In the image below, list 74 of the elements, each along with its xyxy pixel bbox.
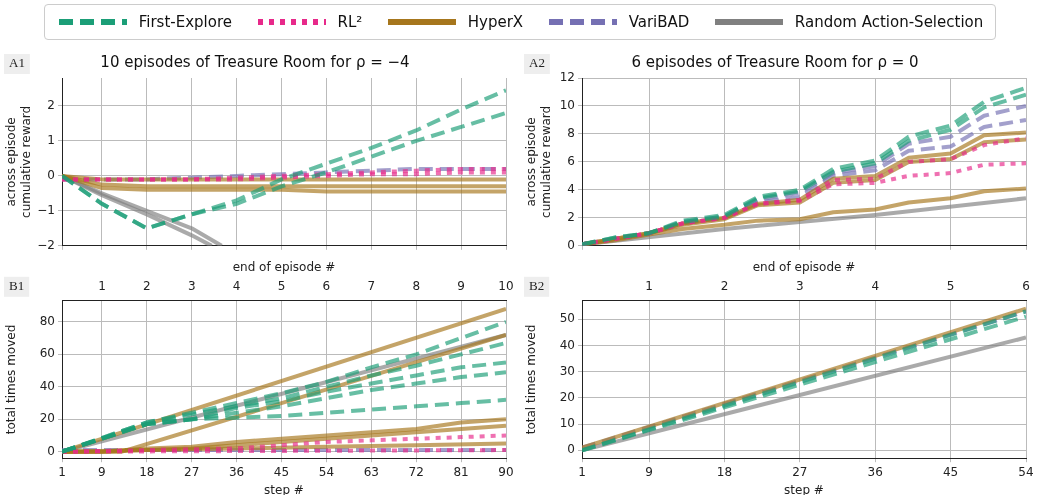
y-axis-title: across episode cumulative reward: [4, 105, 33, 218]
y-tick-label: 6: [567, 154, 575, 169]
x2-tick-label: 4: [232, 278, 241, 293]
y-tick-label: 10: [559, 98, 575, 113]
x-tick-label: 27: [792, 464, 808, 479]
y-tick-label: 20: [559, 389, 575, 404]
x2-tick-label: 1: [645, 278, 653, 293]
x-tick-label: 81: [453, 464, 469, 479]
y-tick-label: 2: [567, 209, 575, 224]
x2-tick-label: 5: [277, 278, 286, 293]
x-tick-label: 9: [645, 464, 653, 479]
x-tick-label: 63: [363, 464, 379, 479]
y-tick-label: 8: [567, 126, 575, 141]
y-tick-label: −1: [37, 202, 55, 217]
y-tick-label: 50: [559, 311, 575, 326]
x2-axis-title: end of episode #: [232, 260, 336, 275]
x-tick-label: 9: [98, 464, 106, 479]
legend-label: HyperX: [467, 13, 524, 31]
y-tick-label: 40: [559, 337, 575, 352]
x2-tick-label: 8: [412, 278, 421, 293]
y-tick-label: 12: [559, 70, 575, 85]
y-tick-label: 10: [559, 416, 575, 431]
y-tick-label: 80: [39, 314, 55, 329]
y-tick-label: 0: [47, 168, 55, 183]
y-tick-label: 1: [47, 133, 55, 148]
x2-tick-label: 3: [796, 278, 804, 293]
x2-tick-label: 4: [871, 278, 880, 293]
text: A2: [529, 55, 545, 71]
x2-tick-label: 2: [720, 278, 729, 293]
x-tick-label: 72: [408, 464, 424, 479]
legend-label: First-Explore: [138, 13, 233, 31]
x2-tick-label: 1: [98, 278, 106, 293]
text: B2: [529, 278, 545, 294]
y-tick-label: 40: [39, 378, 55, 393]
y-tick-label: −2: [37, 237, 55, 252]
y-tick-label: 0: [567, 237, 575, 252]
text: A1: [9, 55, 25, 71]
y-axis-title: total times moved: [4, 324, 19, 435]
x2-axis-title: end of episode #: [752, 260, 856, 275]
x-tick-label: 45: [942, 464, 959, 479]
y-tick-label: 2: [47, 98, 55, 113]
chart-title: 10 episodes of Treasure Room for ρ = −4: [100, 52, 410, 71]
y-tick-label: 60: [39, 346, 55, 361]
x-tick-label: 27: [184, 464, 200, 479]
y-tick-label: 0: [567, 442, 575, 457]
x2-tick-label: 2: [143, 278, 151, 293]
legend-label: RL²: [337, 13, 363, 31]
x-tick-label: 1: [578, 464, 586, 479]
x-tick-label: 18: [716, 464, 733, 479]
x2-tick-label: 3: [187, 278, 196, 293]
x2-tick-label: 6: [322, 278, 331, 293]
x2-tick-label: 10: [498, 278, 514, 293]
y-axis-title: across episode cumulative reward: [524, 105, 553, 218]
y-tick-label: 20: [39, 411, 55, 426]
y-axis-title: total times moved: [524, 324, 539, 435]
y-tick-label: 4: [567, 181, 575, 196]
x2-tick-label: 7: [367, 278, 376, 293]
x2-tick-label: 9: [457, 278, 465, 293]
x2-tick-label: 5: [946, 278, 955, 293]
x-tick-label: 36: [228, 464, 245, 479]
text: B1: [9, 278, 25, 294]
x-tick-label: 1: [58, 464, 66, 479]
legend-label: Random Action-Selection: [794, 13, 984, 31]
legend-label: VariBAD: [628, 13, 690, 31]
x-tick-label: 45: [273, 464, 290, 479]
x2-tick-label: 6: [1022, 278, 1030, 293]
y-tick-label: 0: [47, 443, 55, 458]
x-tick-label: 54: [1018, 464, 1034, 479]
x-tick-label: 90: [498, 464, 514, 479]
y-tick-label: 30: [559, 363, 575, 378]
chart-title: 6 episodes of Treasure Room for ρ = 0: [631, 52, 919, 71]
x-tick-label: 54: [318, 464, 335, 479]
x-tick-label: 18: [139, 464, 155, 479]
x-tick-label: 36: [867, 464, 883, 479]
